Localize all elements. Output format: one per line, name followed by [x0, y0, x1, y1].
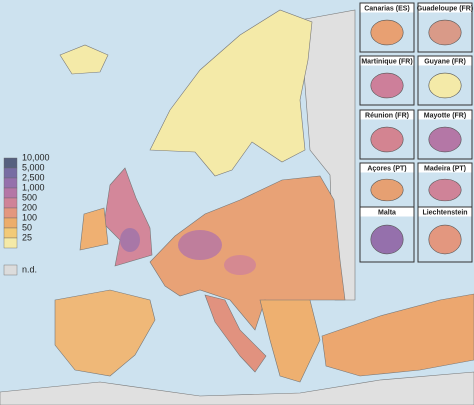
inset-label-bg: [360, 110, 414, 120]
inset-region: [428, 178, 462, 202]
inset-label: Mayotte (FR): [424, 112, 466, 119]
legend-swatch: [3, 197, 18, 209]
legend-label: 1,000: [22, 182, 45, 192]
inset-label-bg: [418, 56, 472, 66]
legend-swatch: [3, 237, 18, 249]
inset-label-bg: [418, 163, 472, 173]
legend-swatch: [3, 157, 18, 169]
africa: [0, 371, 474, 405]
inset-label: Madeira (PT): [424, 165, 466, 172]
iceland: [59, 44, 109, 75]
balkans: [259, 299, 321, 383]
legend-label: 200: [22, 202, 37, 212]
insets: Canarias (ES) Guadeloupe (FR) Martinique (…: [359, 2, 473, 263]
ireland: [79, 207, 109, 251]
central-europe: [149, 175, 346, 331]
inset-label: Açores (PT): [367, 165, 406, 172]
legend-label: 5,000: [22, 162, 45, 172]
inset-label-bg: [360, 3, 414, 13]
legend-swatch: [3, 227, 18, 239]
dense-area: [120, 228, 140, 252]
inset-label-bg: [360, 207, 414, 217]
legend-swatch: [3, 167, 18, 179]
legend-label: 500: [22, 192, 37, 202]
inset-label: Réunion (FR): [365, 112, 409, 119]
great-britain: [103, 167, 153, 267]
inset-region: [428, 126, 462, 153]
legend-swatch: [3, 187, 18, 199]
inset-label: Malta: [378, 209, 396, 216]
inset-label-bg: [418, 207, 472, 217]
inset-region: [370, 126, 404, 153]
legend-label: 100: [22, 212, 37, 222]
inset-label-bg: [418, 3, 472, 13]
inset-region: [370, 19, 404, 46]
legend-label: 10,000: [22, 152, 50, 162]
non-eu-land: [0, 9, 474, 405]
inset-label: Martinique (FR): [361, 58, 412, 65]
scandinavia: [149, 9, 313, 177]
inset-region: [428, 224, 462, 255]
dense-area: [224, 255, 256, 275]
inset-label-bg: [360, 163, 414, 173]
inset-label-bg: [418, 110, 472, 120]
legend-swatch: [3, 217, 18, 229]
inset-label: Canarias (ES): [364, 5, 410, 12]
legend-swatch: [3, 177, 18, 189]
legend-label: 2,500: [22, 172, 45, 182]
regions: [54, 9, 474, 383]
legend-label: n.d.: [22, 264, 37, 274]
legend-swatch: [3, 207, 18, 219]
legend-label: 25: [22, 232, 32, 242]
inset-label: Guadeloupe (FR): [417, 5, 473, 12]
dense-area: [178, 230, 222, 260]
inset-label: Guyane (FR): [424, 58, 466, 65]
inset-label: Liechtenstein: [422, 209, 467, 216]
italy: [204, 294, 267, 373]
turkey: [321, 293, 474, 377]
inset-region: [428, 19, 462, 46]
legend-swatch: [3, 264, 18, 276]
inset-region: [428, 72, 462, 99]
legend-label: 50: [22, 222, 32, 232]
iberia: [54, 289, 156, 377]
inset-region: [370, 72, 404, 99]
inset-region: [370, 224, 404, 255]
inset-label-bg: [360, 56, 414, 66]
inset-region: [370, 178, 404, 202]
